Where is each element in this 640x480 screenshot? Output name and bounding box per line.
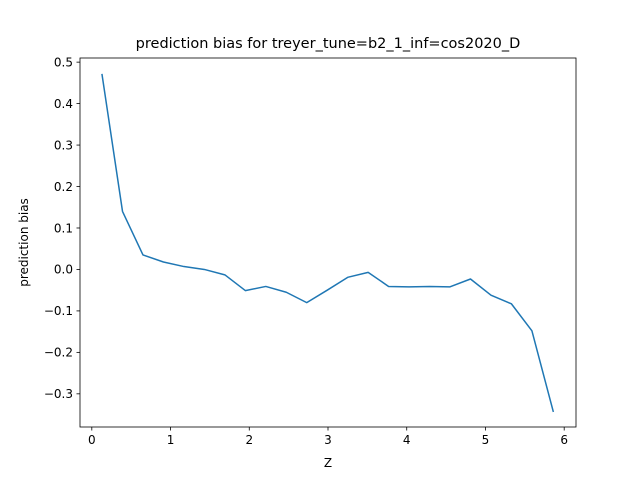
- y-tick-label: 0.5: [54, 55, 73, 69]
- series-line-0: [101, 73, 555, 413]
- x-axis-ticks: 0 1 2 3 4 5 6: [88, 427, 568, 447]
- plot-frame: [79, 57, 577, 428]
- y-tick-label: 0.0: [54, 263, 73, 277]
- chart-title: prediction bias for treyer_tune=b2_1_inf…: [136, 36, 521, 52]
- y-tick-label: −0.2: [44, 346, 73, 360]
- x-tick-label: 5: [482, 433, 490, 447]
- y-tick-label: 0.2: [54, 180, 73, 194]
- x-tick-label: 2: [245, 433, 253, 447]
- series-layer: [101, 73, 555, 413]
- x-tick-label: 6: [560, 433, 568, 447]
- plot-area: [80, 58, 576, 427]
- y-tick-label: 0.4: [54, 97, 73, 111]
- x-tick-label: 1: [167, 433, 175, 447]
- y-axis-label: prediction bias: [17, 198, 31, 287]
- x-tick-label: 0: [88, 433, 96, 447]
- x-tick-label: 3: [324, 433, 332, 447]
- y-tick-label: 0.3: [54, 138, 73, 152]
- y-tick-label: −0.1: [44, 304, 73, 318]
- x-axis-label: Z: [324, 456, 332, 470]
- y-tick-label: 0.1: [54, 221, 73, 235]
- y-axis-ticks: −0.3 −0.2 −0.1 0.0 0.1 0.2 0.3 0.4 0.5: [44, 55, 80, 401]
- y-tick-label: −0.3: [44, 387, 73, 401]
- x-tick-label: 4: [403, 433, 411, 447]
